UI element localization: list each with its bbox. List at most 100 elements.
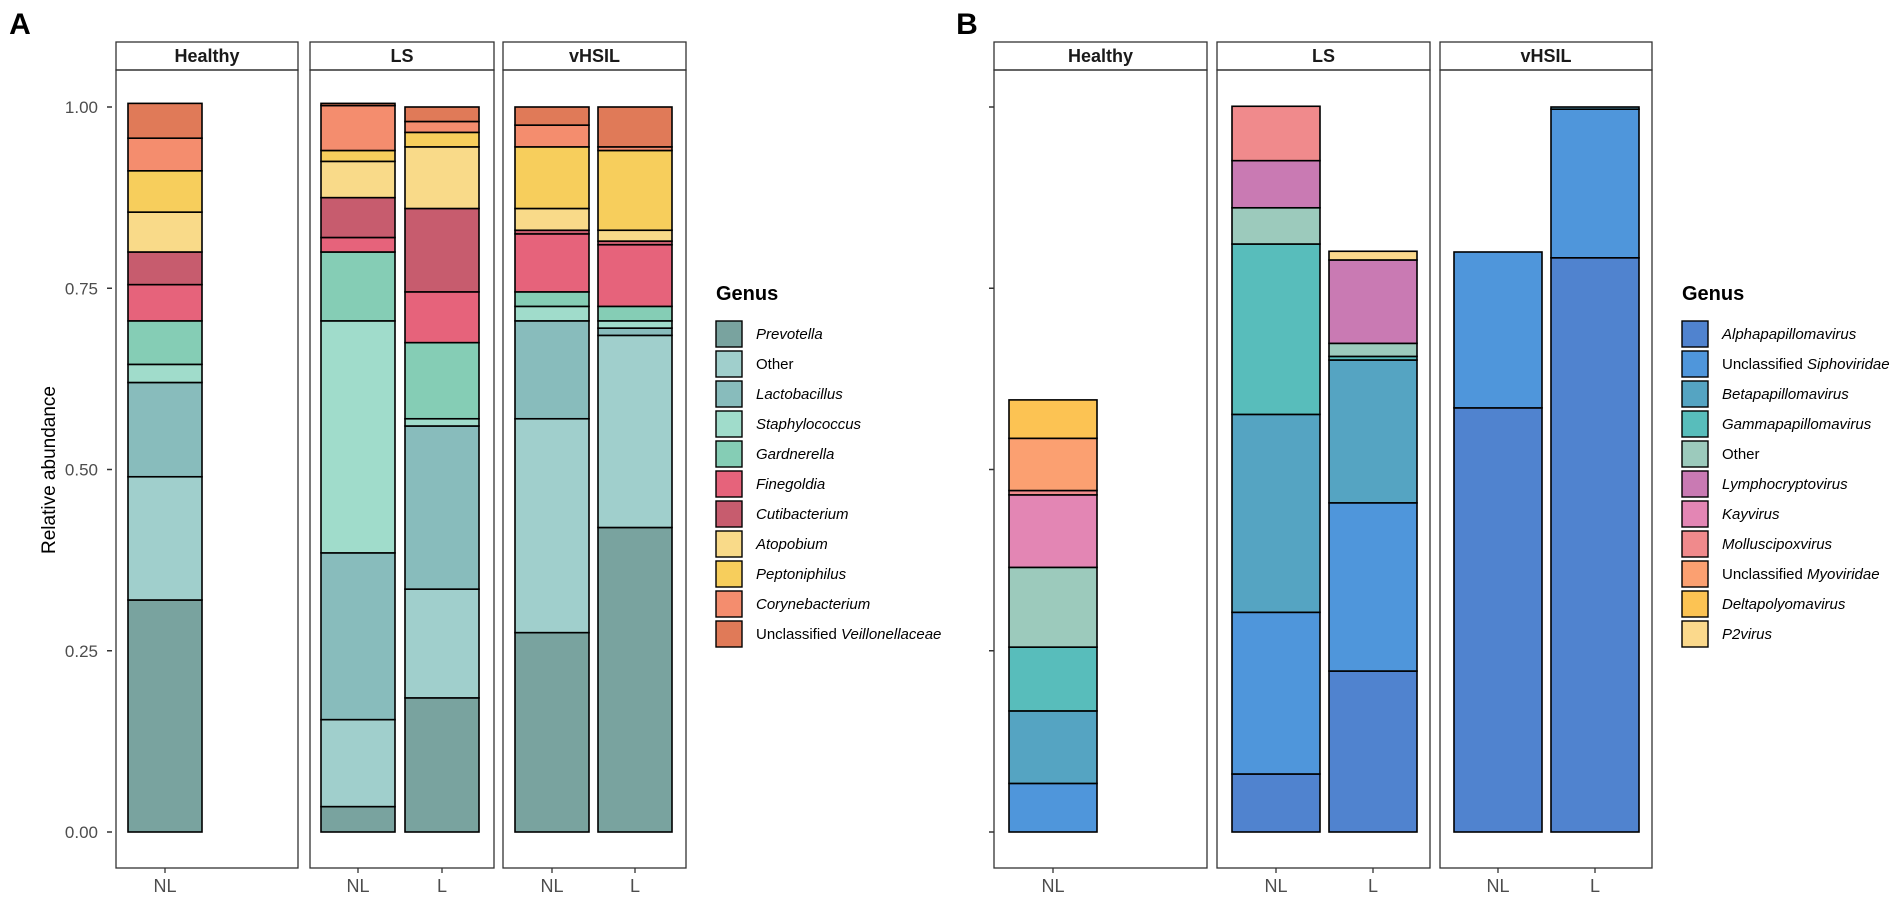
legend-label: Deltapolyomavirus — [1722, 596, 1846, 613]
bar-segment-alphapapillomavirus — [1328, 670, 1418, 833]
bar-l — [1328, 250, 1418, 833]
legend-item: Prevotella — [715, 320, 823, 348]
x-tick-label: L — [1368, 876, 1378, 896]
facet-panel — [993, 69, 1208, 869]
bar-segment-prevotella — [127, 599, 203, 833]
bar-nl — [127, 102, 203, 833]
bar-segment-other — [597, 334, 673, 529]
bar-segment-gammapapillomavirus — [1231, 243, 1321, 416]
facet-title: Healthy — [174, 46, 239, 66]
x-tick-label: NL — [346, 876, 369, 896]
legend-swatch — [715, 470, 743, 498]
bar-segment-other — [514, 417, 590, 634]
facet-healthy: Healthy NL — [115, 41, 299, 896]
facet-ls: LS NL L — [1216, 41, 1431, 896]
bar-segment-peptoniphilus — [320, 149, 396, 163]
bar-segment-deltapolyomavirus — [1008, 399, 1098, 440]
bar-segment-peptoniphilus — [404, 131, 480, 148]
bar-segment-peptoniphilus — [514, 146, 590, 210]
bar-segment-atopobium — [127, 211, 203, 253]
x-tick-label: NL — [1041, 876, 1064, 896]
bar-segment-siphoviridae — [1328, 502, 1418, 672]
legend-item: Corynebacterium — [715, 590, 870, 618]
bar-segment-corynebacterium — [127, 137, 203, 172]
bar-l — [404, 106, 480, 833]
legend-item: Kayvirus — [1681, 500, 1780, 528]
bar-segment-peptoniphilus — [127, 170, 203, 213]
x-tick-label: L — [1590, 876, 1600, 896]
legend-label: Gardnerella — [756, 446, 834, 463]
legend: Genus Prevotella Other Lactobacillus Staphyl… — [715, 283, 941, 648]
bar-segment-alphapapillomavirus — [1231, 773, 1321, 833]
facet-strip — [1216, 41, 1431, 71]
bar-segment-veillonellaceae — [597, 106, 673, 148]
bar-segment-prevotella — [404, 697, 480, 833]
legend-label: Other — [1722, 446, 1760, 463]
bar-segment-other — [1231, 206, 1321, 245]
bar-segment-lymphocryptovirus — [1231, 159, 1321, 209]
bar-segment-staphylococcus — [404, 417, 480, 427]
legend-swatch — [1681, 620, 1709, 648]
legend-swatch — [1681, 530, 1709, 558]
legend-item: P2virus — [1681, 620, 1773, 648]
facet-panel — [502, 69, 687, 869]
facet-title: LS — [1312, 46, 1335, 66]
legend-swatch — [1681, 410, 1709, 438]
legend-item: Betapapillomavirus — [1681, 380, 1849, 408]
legend-label: Corynebacterium — [756, 596, 870, 613]
bar-segment-other — [320, 718, 396, 808]
facet-strip — [502, 41, 687, 71]
bar-segment-veillonellaceae — [514, 106, 590, 126]
legend-swatch — [1681, 380, 1709, 408]
bar-segment-finegoldia — [514, 233, 590, 293]
legend-item: Unclassified Veillonellaceae — [715, 620, 941, 648]
facet-vhsil: vHSIL NL L — [502, 41, 687, 896]
bar-segment-finegoldia — [404, 291, 480, 344]
facet-title: Healthy — [1068, 46, 1133, 66]
legend-label: Atopobium — [755, 536, 828, 553]
bar-segment-corynebacterium — [404, 120, 480, 134]
facet-strip — [115, 41, 299, 71]
bar-nl — [514, 106, 590, 833]
bar-segment-lactobacillus — [127, 381, 203, 478]
legend-label: Prevotella — [756, 326, 823, 343]
legend-item: Staphylococcus — [715, 410, 862, 438]
legend-label: Cutibacterium — [756, 506, 849, 523]
facet-title: vHSIL — [1520, 46, 1571, 66]
bar-segment-peptoniphilus — [597, 149, 673, 232]
bar-segment-gardnerella — [404, 341, 480, 420]
bar-segment-betapapillomavirus — [1231, 413, 1321, 614]
x-tick-label: NL — [1486, 876, 1509, 896]
facet-vhsil: vHSIL NL L — [1439, 41, 1653, 896]
facet-ls: LS NL L — [309, 41, 495, 896]
bar-segment-prevotella — [514, 631, 590, 833]
chart-root: A 0.00 0.25 0.50 0.75 1.00 Healthy NL LS NL LvHSIL… — [9, 8, 1889, 896]
legend-item: Gammapapillomavirus — [1681, 410, 1872, 438]
bar-segment-atopobium — [320, 160, 396, 199]
bar-l — [1550, 106, 1640, 833]
facet-strip — [1439, 41, 1653, 71]
legend-label: Gammapapillomavirus — [1722, 416, 1872, 433]
bar-segment-gammapapillomavirus — [1008, 646, 1098, 712]
legend-item: Alphapapillomavirus — [1681, 320, 1857, 348]
x-tick-label: NL — [1264, 876, 1287, 896]
bar-segment-betapapillomavirus — [1008, 710, 1098, 785]
bar-segment-finegoldia — [320, 236, 396, 253]
legend-swatch — [715, 350, 743, 378]
legend-label: Molluscipoxvirus — [1722, 536, 1833, 553]
bar-segment-atopobium — [597, 229, 673, 242]
legend-item: Other — [715, 350, 794, 378]
legend-item: Gardnerella — [715, 440, 834, 468]
legend-swatch — [1681, 350, 1709, 378]
bar-segment-molluscipoxvirus — [1231, 105, 1321, 162]
bar-segment-cutibacterium — [320, 196, 396, 239]
bar-segment-siphoviridae — [1550, 108, 1640, 259]
y-axis-title: Relative abundance — [39, 386, 60, 554]
bar-segment-gardnerella — [127, 320, 203, 366]
bar-segment-lactobacillus — [404, 425, 480, 590]
legend-item: Molluscipoxvirus — [1681, 530, 1833, 558]
legend-swatch — [1681, 590, 1709, 618]
facet-panel — [115, 69, 299, 869]
